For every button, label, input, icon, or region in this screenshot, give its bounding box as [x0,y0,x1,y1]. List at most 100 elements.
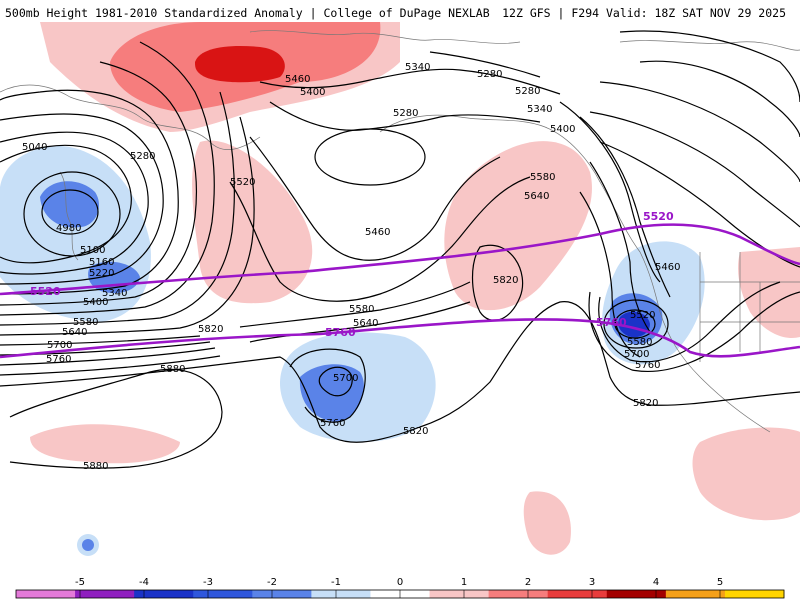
colorbar-segment [311,590,371,598]
contour-5580-lowcore [603,299,669,349]
colorbar-segment [665,590,726,598]
contour-4980 [41,189,99,235]
contour-5460-west [0,91,235,326]
contour-5640-central [249,301,471,343]
label-5640-central: 5640 [524,191,549,202]
colorbar-ticks: -5 -4 -3 -2 -1 0 1 2 3 4 5 [75,577,723,598]
label-highlight-5760-central: 5760 [325,326,356,339]
label-5280-west: 5280 [130,151,155,162]
label-5760-east: 5760 [635,360,660,371]
contour-5460-east [559,101,661,283]
label-5820-west: 5820 [198,324,223,335]
label-5820-central: 5820 [403,426,428,437]
contour-5160 [0,131,149,275]
contour-5520-west [0,116,255,336]
contour-5340-central [259,68,561,95]
label-highlight-5520-east: 5520 [643,210,674,223]
contour-5580-west [0,335,201,346]
label-5580-west: 5580 [73,317,98,328]
colorbar-tick-label: 2 [525,577,531,588]
colorbar-segment [252,590,312,598]
contour-5280-central [314,128,426,186]
coastline-alaska-south [379,114,601,183]
label-5220: 5220 [89,268,114,279]
contour-5340-west [0,61,198,306]
colorbar-segment [75,590,135,598]
anomaly-colorbar: -5 -4 -3 -2 -1 0 1 2 3 4 5 [15,577,785,599]
positive-anomaly-ridge-central [444,141,592,311]
colorbar-segment [429,590,490,598]
colorbar-segment [134,590,194,598]
positive-anomaly-east [738,247,800,338]
label-5640-mid: 5640 [353,318,378,329]
label-5760-central: 5760 [320,418,345,429]
contour-5820-main [0,301,800,443]
positive-anomaly-south-central [523,491,571,555]
coastline-alaska-west [249,30,521,44]
contour-north-arc-3 [599,81,800,183]
colorbar-tick-label: 3 [589,577,595,588]
colorbar-segment [606,590,667,598]
colorbar-tick-label: 0 [397,577,403,588]
label-5880-west: 5880 [160,364,185,375]
label-5520-central: 5520 [230,177,255,188]
contour-5400-west [0,41,215,316]
contour-5700-east [598,281,781,363]
label-5760-west: 5760 [46,354,71,365]
label-5460-east: 5460 [655,262,680,273]
label-highlight-5760-east: 5760 [596,316,627,329]
colorbar-segments [15,589,785,599]
colorbar-segment [193,590,253,598]
colorbar-tick-label: 4 [653,577,659,588]
border-us-states [699,252,800,362]
contour-5760-central [289,348,366,423]
contour-north-arc-4 [589,111,800,228]
highlight-contours [0,223,800,359]
colorbar-tick-label: -1 [331,577,341,588]
contour-5280-west [0,89,179,295]
contour-5520-east [579,116,671,298]
colorbar-tick-label: -4 [139,577,149,588]
label-5340-central: 5340 [527,104,552,115]
contour-north-arc-2 [639,60,800,138]
label-5580-east: 5580 [627,337,652,348]
label-5280-north: 5280 [477,69,502,80]
label-5580-mid: 5580 [349,304,374,315]
colorbar-segment [488,590,549,598]
colorbar-tick-label: 5 [717,577,723,588]
negative-anomaly-small-low-core [82,539,94,551]
contour-5820-loop-east [471,244,524,321]
colorbar-segment [724,590,785,598]
label-5700-west: 5700 [47,340,72,351]
highlight-5760 [0,318,800,359]
positive-anomaly-south [692,427,800,521]
label-5460-north: 5460 [285,74,310,85]
label-5400-north: 5400 [300,87,325,98]
contour-5280-north [429,51,541,78]
contour-5580-central [239,281,471,328]
label-5280-central: 5280 [393,108,418,119]
highlight-5520 [0,223,800,296]
contour-5700-central [318,366,353,397]
contour-5700-west [0,347,216,366]
label-5100: 5100 [80,245,105,256]
label-5400-east: 5400 [550,124,575,135]
anomaly-shading [0,22,800,556]
label-5580-central: 5580 [530,172,555,183]
contour-5100 [0,144,132,264]
header-bar: 500mb Height 1981-2010 Standardized Anom… [0,0,800,22]
label-5820-ridge: 5820 [493,275,518,286]
colorbar-segment [547,590,608,598]
coastline-north-asia [0,84,261,150]
colorbar-tick-label: 1 [461,577,467,588]
contour-5460-central [249,136,501,261]
label-5040: 5040 [22,142,47,153]
label-5340-north: 5340 [405,62,430,73]
contour-5880 [9,368,223,469]
colorbar-segment [16,590,76,598]
label-5820-east: 5820 [633,398,658,409]
colorbar-tick-label: -2 [267,577,277,588]
label-5280-north-b: 5280 [515,86,540,97]
contour-5400-central [269,101,541,131]
contour-5220 [0,113,164,285]
